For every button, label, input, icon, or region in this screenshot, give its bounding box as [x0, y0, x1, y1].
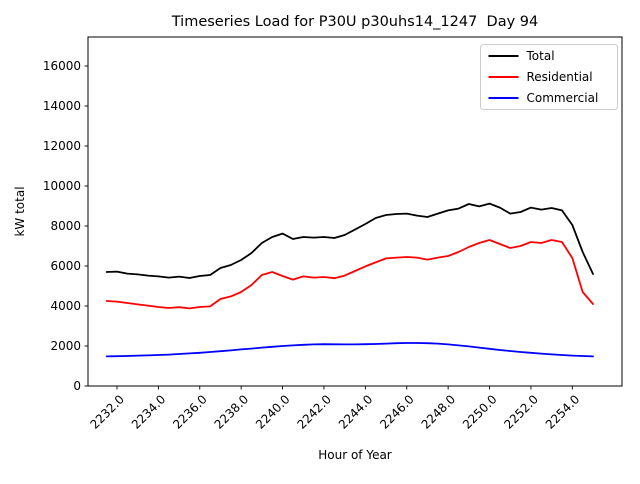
y-tick-label: 10000	[43, 179, 81, 193]
legend: Total Residential Commercial	[480, 44, 618, 110]
x-tick-label: 2248.0	[419, 392, 459, 432]
plot-frame	[87, 36, 623, 387]
series-line-total	[105, 202, 594, 279]
x-tick-label: 2234.0	[129, 392, 169, 432]
y-axis-label: kW total	[13, 186, 27, 236]
y-tick-label: 12000	[43, 139, 81, 153]
y-tick-label: 6000	[50, 259, 81, 273]
x-tick-label: 2250.0	[460, 392, 500, 432]
x-tick-label: 2244.0	[336, 392, 376, 432]
legend-label-total: Total	[526, 49, 555, 63]
x-tick-label: 2240.0	[253, 392, 293, 432]
x-tick-label: 2238.0	[212, 392, 252, 432]
x-tick-label: 2246.0	[377, 392, 417, 432]
y-tick-label: 4000	[50, 299, 81, 313]
legend-box	[480, 44, 618, 110]
legend-label-residential: Residential	[527, 70, 593, 84]
x-axis-label: Hour of Year	[318, 448, 392, 462]
series-line-commercial	[105, 342, 594, 358]
y-tick-label: 8000	[50, 219, 81, 233]
x-tick-label: 2232.0	[87, 392, 127, 432]
chart-title: Timeseries Load for P30U p30uhs14_1247 D…	[171, 14, 539, 30]
x-tick-label: 2236.0	[170, 392, 210, 432]
y-tick-label: 16000	[43, 59, 81, 73]
series-line-residential	[105, 239, 594, 310]
legend-label-commercial: Commercial	[527, 91, 599, 105]
x-tick-label: 2242.0	[294, 392, 334, 432]
plot-area: 0 2000 4000 6000 8000 10000 12000 14000 16000 223…	[43, 59, 594, 432]
y-tick-label: 0	[73, 379, 81, 393]
y-tick-label: 14000	[43, 99, 81, 113]
x-tick-label: 2252.0	[501, 392, 541, 432]
x-tick-label: 2254.0	[543, 392, 583, 432]
y-tick-label: 2000	[50, 339, 81, 353]
